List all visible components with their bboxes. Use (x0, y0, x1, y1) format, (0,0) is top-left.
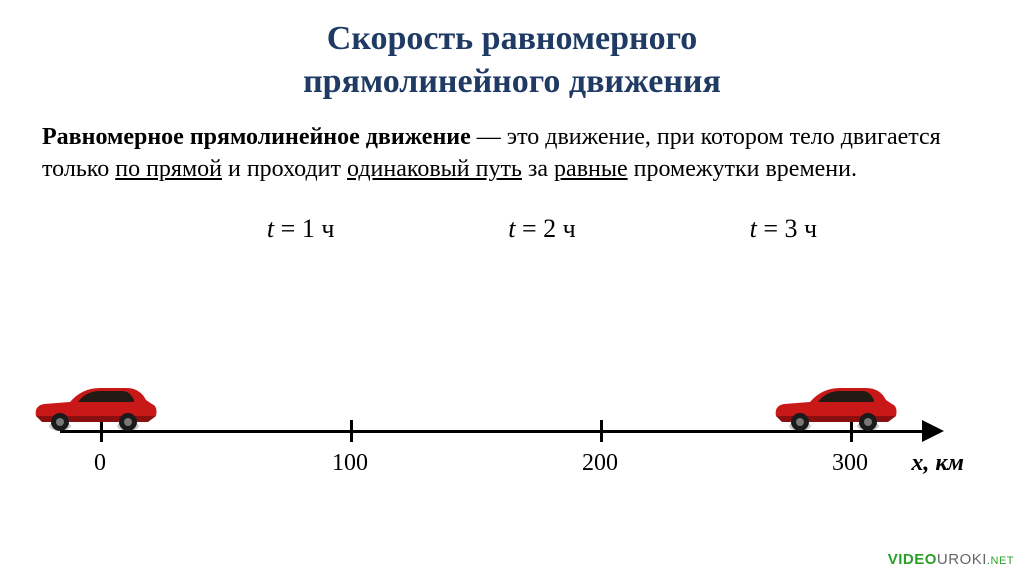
axis-tick (350, 420, 353, 442)
axis-tick-label: 300 (832, 450, 868, 477)
definition-paragraph: Равномерное прямолинейное движение — это… (0, 103, 1024, 186)
page-title: Скорость равномерного прямолинейного дви… (0, 0, 1024, 103)
definition-term: Равномерное прямолинейное движение (42, 124, 471, 150)
definition-part2: и проходит (222, 156, 347, 182)
car-icon (30, 380, 160, 432)
watermark-part1: VIDEO (888, 551, 937, 568)
definition-part3: за (522, 156, 554, 182)
car-0 (30, 380, 160, 432)
time-label-2: t = 3 ч (750, 214, 817, 244)
definition-underline2: одинаковый путь (347, 156, 522, 182)
axis-diagram: x, км 0 100 200 300 (60, 350, 964, 520)
axis-label: x, км (911, 450, 964, 477)
watermark: VIDEOUROKI.NET (888, 551, 1014, 568)
time-row: t = 1 ч t = 2 ч t = 3 ч (0, 186, 1024, 244)
car-1 (770, 380, 900, 432)
definition-underline3: равные (554, 156, 628, 182)
axis-tick (600, 420, 603, 442)
watermark-part3: .NET (987, 555, 1014, 567)
definition-dash: — (471, 124, 507, 150)
title-line2: прямолинейного движения (0, 61, 1024, 104)
definition-part4: промежутки времени. (628, 156, 857, 182)
watermark-part2: UROKI (937, 551, 987, 568)
axis-tick-label: 100 (332, 450, 368, 477)
time-label-1: t = 2 ч (508, 214, 575, 244)
axis-tick-label: 200 (582, 450, 618, 477)
title-line1: Скорость равномерного (0, 18, 1024, 61)
axis-tick-label: 0 (94, 450, 106, 477)
time-label-0: t = 1 ч (267, 214, 334, 244)
axis-arrow-icon (922, 420, 944, 442)
definition-underline1: по прямой (115, 156, 222, 182)
car-icon (770, 380, 900, 432)
